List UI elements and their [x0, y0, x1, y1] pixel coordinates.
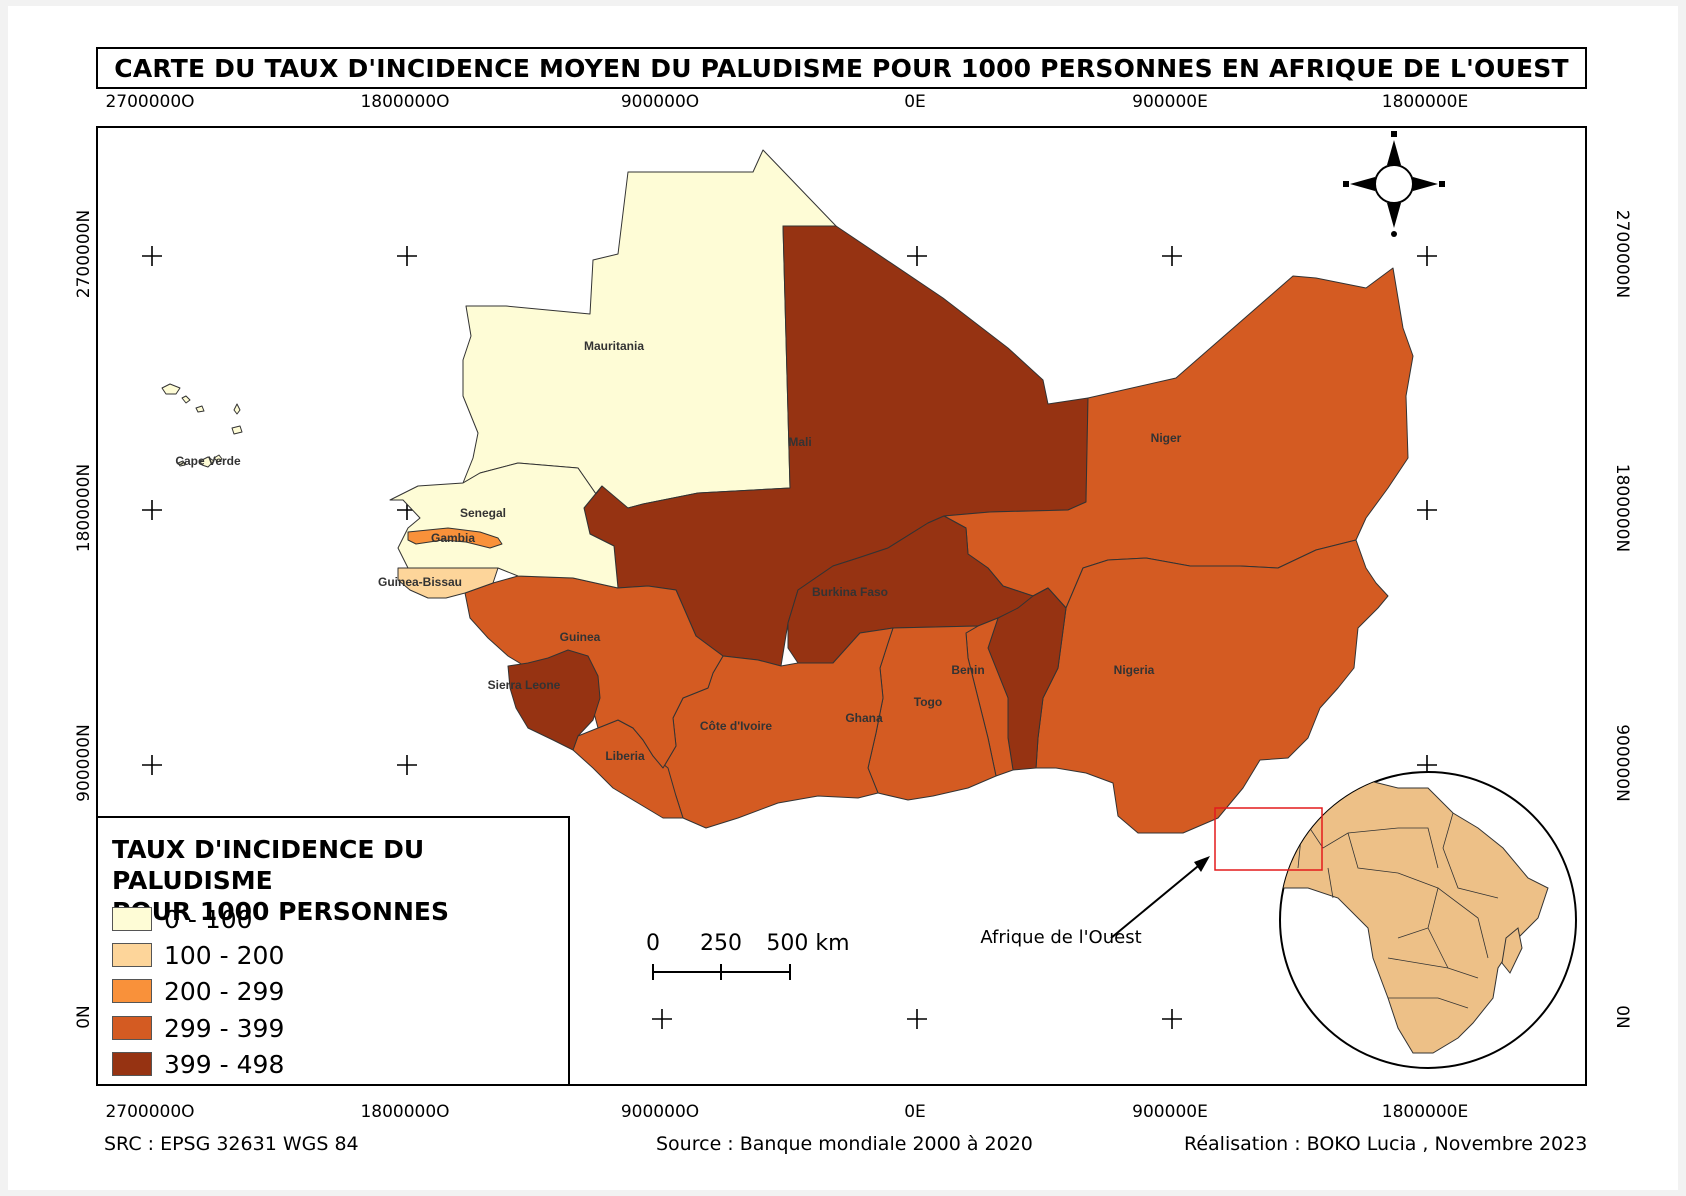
grid-label-bottom-x4: 900000E [1132, 1102, 1208, 1122]
grid-label-left-y3: 0N [74, 1005, 94, 1029]
grid-label-top-x4: 900000E [1132, 92, 1208, 112]
country-cape-verde[interactable] [161, 383, 243, 468]
grid-label-top-x5: 1800000E [1381, 92, 1469, 112]
label-niger: Niger [1151, 431, 1182, 445]
label-togo: Togo [914, 695, 942, 709]
legend-label-0: 0 - 100 [164, 904, 253, 934]
legend-item-4: 399 - 498 [112, 1049, 285, 1079]
label-cote-divoire: Côte d'Ivoire [700, 719, 773, 733]
legend-title: TAUX D'INCIDENCE DU PALUDISME POUR 1000 … [112, 834, 562, 927]
grid-label-right-y3: 0N [1612, 1005, 1632, 1029]
legend-swatch-2 [112, 979, 152, 1003]
map-canvas: Mauritania Mali Niger Cape Verde Senegal… [142, 131, 1577, 1069]
footer-src: SRC : EPSG 32631 WGS 84 [104, 1133, 359, 1155]
label-guinea: Guinea [560, 630, 601, 644]
legend-swatch-1 [112, 943, 152, 967]
legend-title-line2: POUR 1000 PERSONNES [112, 897, 449, 926]
grid-label-top-x0: 2700000O [105, 92, 195, 112]
legend-title-line1: TAUX D'INCIDENCE DU PALUDISME [112, 835, 425, 895]
inset-label: Afrique de l'Ouest [980, 927, 1141, 948]
compass-rose-icon [1343, 131, 1445, 237]
legend: TAUX D'INCIDENCE DU PALUDISME POUR 1000 … [96, 816, 570, 1086]
inset-africa: Afrique de l'Ouest [980, 771, 1577, 1069]
legend-swatch-3 [112, 1016, 152, 1040]
label-mauritania: Mauritania [584, 339, 644, 353]
legend-swatch-4 [112, 1052, 152, 1076]
legend-label-1: 100 - 200 [164, 940, 285, 970]
label-mali: Mali [788, 435, 811, 449]
legend-item-3: 299 - 399 [112, 1013, 285, 1043]
label-cape-verde: Cape Verde [175, 454, 241, 468]
label-benin: Benin [951, 663, 984, 677]
grid-label-left-y1: 1800000N [74, 463, 94, 553]
grid-label-top-x3: 0E [904, 92, 926, 112]
map-title: CARTE DU TAUX D'INCIDENCE MOYEN DU PALUD… [96, 47, 1587, 89]
country-senegal[interactable] [389, 462, 619, 589]
grid-label-bottom-x2: 900000O [620, 1102, 700, 1122]
grid-label-bottom-x0: 2700000O [105, 1102, 195, 1122]
inset-highlight-box [1214, 807, 1323, 871]
grid-label-right-y2: 900000N [1612, 724, 1632, 802]
label-ghana: Ghana [845, 711, 883, 725]
footer-source: Source : Banque mondiale 2000 à 2020 [656, 1133, 1033, 1155]
label-sierra-leone: Sierra Leone [488, 678, 561, 692]
scale-label-0: 0 [646, 931, 660, 956]
legend-label-2: 200 - 299 [164, 976, 285, 1006]
country-mauritania[interactable] [462, 149, 837, 509]
label-liberia: Liberia [605, 749, 645, 763]
grid-label-top-x2: 900000O [620, 92, 700, 112]
grid-label-left-y2: 900000N [74, 724, 94, 802]
legend-label-3: 299 - 399 [164, 1013, 285, 1043]
legend-item-1: 100 - 200 [112, 940, 285, 970]
country-nigeria[interactable] [1035, 539, 1389, 834]
country-sierra-leone[interactable] [507, 649, 601, 751]
grid-label-bottom-x5: 1800000E [1381, 1102, 1469, 1122]
label-nigeria: Nigeria [1114, 663, 1155, 677]
label-guinea-bissau: Guinea-Bissau [378, 575, 462, 589]
label-gambia: Gambia [431, 531, 475, 545]
country-gambia[interactable] [407, 527, 503, 549]
legend-item-2: 200 - 299 [112, 976, 285, 1006]
scale-label-500: 500 km [766, 931, 849, 956]
footer-author: Réalisation : BOKO Lucia , Novembre 2023 [1184, 1133, 1588, 1155]
label-senegal: Senegal [460, 506, 506, 520]
legend-item-0: 0 - 100 [112, 904, 253, 934]
legend-swatch-0 [112, 907, 152, 931]
scale-bar: 0 250 500 km [646, 931, 850, 980]
grid-label-bottom-x3: 0E [904, 1102, 926, 1122]
grid-label-bottom-x1: 1800000O [360, 1102, 450, 1122]
grid-label-left-y0: 2700000N [74, 209, 94, 299]
scale-label-250: 250 [700, 931, 742, 956]
grid-label-right-y0: 2700000N [1612, 209, 1632, 299]
country-labels: Mauritania Mali Niger Cape Verde Senegal… [175, 339, 1181, 763]
grid-label-right-y1: 1800000N [1612, 463, 1632, 553]
legend-label-4: 399 - 498 [164, 1049, 285, 1079]
map-frame: Mauritania Mali Niger Cape Verde Senegal… [96, 126, 1587, 1086]
label-burkina: Burkina Faso [812, 585, 888, 599]
grid-label-top-x1: 1800000O [360, 92, 450, 112]
